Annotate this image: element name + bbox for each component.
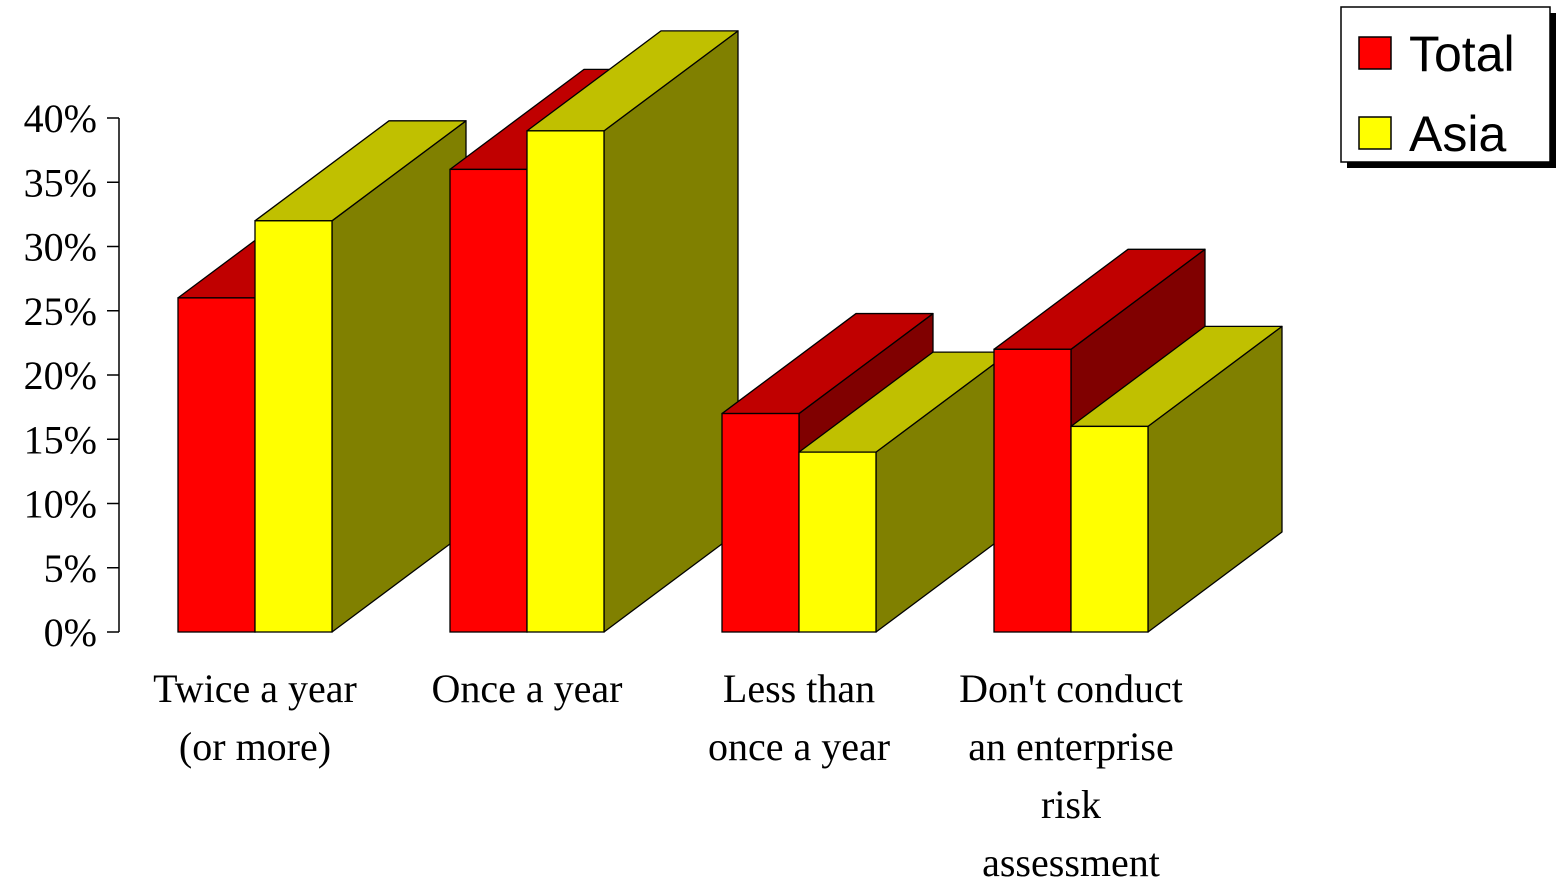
legend-label-total: Total xyxy=(1409,26,1515,82)
x-axis-labels: Twice a year (or more) Once a year Less tha… xyxy=(153,666,1183,880)
bar-front-face xyxy=(254,220,333,633)
x-category-label: Less than once a year xyxy=(708,666,890,769)
legend: Total Asia xyxy=(1340,6,1556,168)
bar-front-face xyxy=(1070,425,1149,633)
bar-front-face xyxy=(798,451,877,633)
x-category-label: Twice a year (or more) xyxy=(153,666,357,769)
bars xyxy=(177,30,1283,633)
bar-side-face xyxy=(603,30,739,633)
bar-front-face xyxy=(721,412,800,633)
bar-asia-3 xyxy=(1070,325,1283,633)
bar-front-face xyxy=(177,297,256,633)
y-tick-label: 35% xyxy=(24,160,97,205)
bar-front-face xyxy=(449,168,528,633)
bar-asia-0 xyxy=(254,120,467,633)
bar-front-face xyxy=(526,130,605,633)
y-tick-label: 30% xyxy=(24,225,97,270)
y-axis: 0% 5% 10% 15% 20% 25% 30% 35% 40% xyxy=(24,96,120,655)
legend-swatch-total xyxy=(1358,36,1392,70)
bar-asia-2 xyxy=(798,351,1011,633)
legend-label-asia: Asia xyxy=(1409,106,1506,162)
y-tick-label: 15% xyxy=(24,417,97,462)
legend-swatch-asia xyxy=(1358,116,1392,150)
y-tick-label: 25% xyxy=(24,289,97,334)
y-tick-label: 0% xyxy=(44,610,97,655)
bar-asia-1 xyxy=(526,30,739,633)
x-category-label: Once a year xyxy=(432,666,623,711)
y-tick-label: 10% xyxy=(24,482,97,527)
y-tick-label: 40% xyxy=(24,96,97,141)
y-tick-label: 20% xyxy=(24,353,97,398)
y-tick-label: 5% xyxy=(44,546,97,591)
x-category-label: Don't conduct an enterprise risk assessment xyxy=(959,666,1183,880)
bar-front-face xyxy=(993,348,1072,633)
